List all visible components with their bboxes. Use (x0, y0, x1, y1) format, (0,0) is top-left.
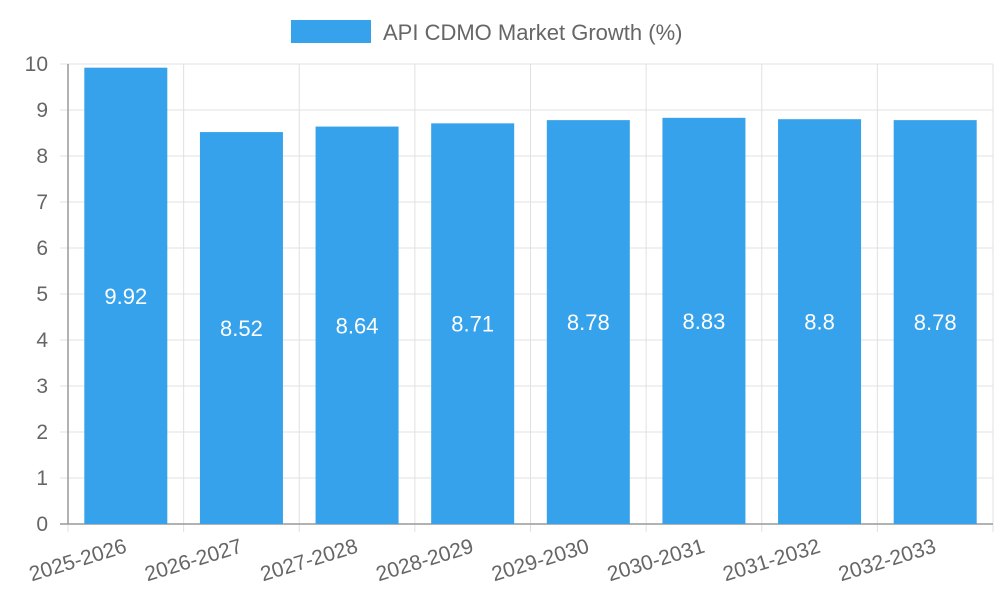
y-tick-label: 3 (36, 375, 48, 398)
legend[interactable]: API CDMO Market Growth (%) (291, 20, 682, 45)
bar-2029-2030[interactable] (546, 120, 630, 525)
x-tick-label: 2025-2026 (27, 535, 130, 586)
bar-2027-2028[interactable] (315, 126, 399, 524)
x-tick-label: 2027-2028 (258, 535, 361, 586)
x-axis-tick-labels: 2025-2026 2026-2027 2027-2028 2028-2029 2029… (27, 535, 939, 586)
y-tick-label: 4 (36, 329, 48, 352)
bar-2032-2033[interactable] (893, 120, 977, 525)
x-tick-label: 2028-2029 (373, 535, 476, 586)
y-tick-label: 1 (36, 467, 48, 490)
bar-value-label: 8.78 (914, 310, 957, 335)
x-tick-label: 2026-2027 (142, 535, 245, 586)
y-tick-label: 0 (36, 513, 48, 536)
y-tick-label: 7 (36, 191, 48, 214)
bar-2026-2027[interactable] (199, 132, 283, 524)
y-tick-label: 2 (36, 421, 48, 444)
y-axis-tick-labels: 0 1 2 3 4 5 6 7 8 9 10 (25, 53, 49, 536)
bar-2025-2026[interactable] (84, 67, 168, 525)
bar-value-label: 8.83 (683, 309, 726, 334)
bar-value-label: 8.52 (220, 316, 263, 341)
bar-2030-2031[interactable] (662, 117, 746, 524)
x-tick-label: 2031-2032 (720, 535, 823, 586)
y-tick-label: 9 (36, 99, 48, 122)
x-tick-label: 2030-2031 (605, 535, 708, 586)
bar-value-label: 9.92 (104, 284, 147, 309)
bar-value-label: 8.8 (804, 310, 835, 335)
y-tick-label: 10 (25, 53, 48, 76)
x-tick-label: 2029-2030 (489, 535, 592, 586)
y-tick-label: 5 (36, 283, 48, 306)
x-tick-label: 2032-2033 (836, 535, 939, 586)
bar-value-label: 8.64 (336, 313, 379, 338)
legend-label: API CDMO Market Growth (%) (383, 20, 682, 45)
y-tick-label: 8 (36, 145, 48, 168)
bar-value-label: 8.71 (451, 312, 494, 337)
bar-value-label: 8.78 (567, 310, 610, 335)
bar-2028-2029[interactable] (431, 123, 515, 524)
bars (84, 67, 977, 525)
legend-swatch (291, 20, 371, 43)
y-tick-label: 6 (36, 237, 48, 260)
bar-data-labels: 9.92 8.52 8.64 8.71 8.78 8.83 8.8 8.78 (104, 284, 956, 341)
bar-2031-2032[interactable] (778, 119, 862, 524)
